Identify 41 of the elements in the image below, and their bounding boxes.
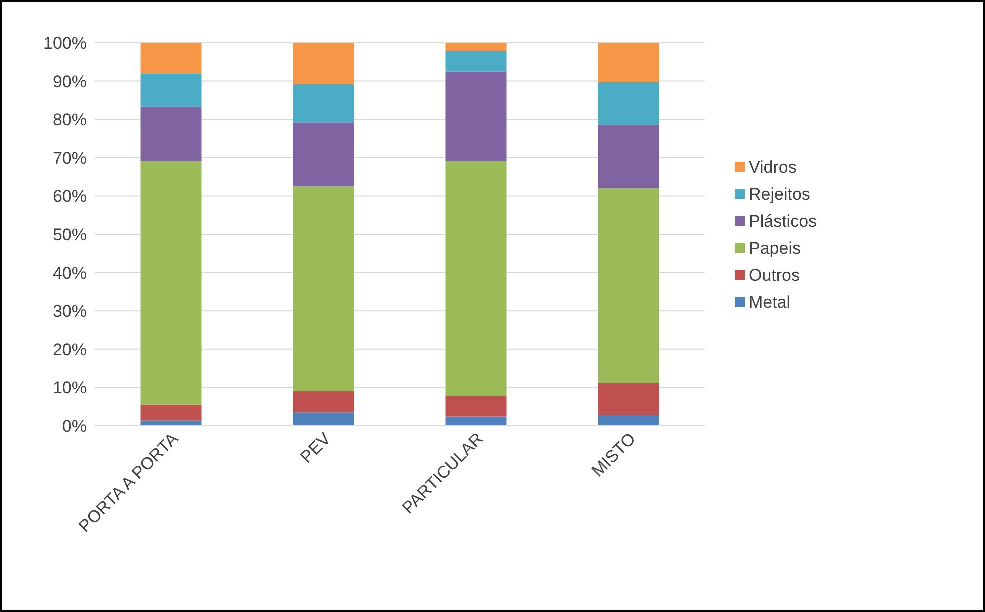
bar xyxy=(446,43,507,52)
y-tick-label: 70% xyxy=(52,148,87,168)
legend-label: Outros xyxy=(749,266,800,285)
bar xyxy=(293,84,354,123)
bar xyxy=(598,124,660,189)
bar xyxy=(140,74,202,107)
bar xyxy=(140,420,202,426)
legend-label: Vidros xyxy=(749,158,797,177)
bar xyxy=(446,72,507,162)
bar xyxy=(598,415,660,426)
bar xyxy=(446,396,507,417)
legend-label: Metal xyxy=(749,292,791,312)
bar xyxy=(140,161,202,405)
bar xyxy=(446,161,507,396)
bar xyxy=(446,51,507,72)
bar xyxy=(140,404,202,421)
y-tick-label: 0% xyxy=(62,416,87,436)
bar xyxy=(293,392,354,413)
y-tick-label: 40% xyxy=(52,264,87,283)
bar xyxy=(293,122,354,187)
y-tick-label: 100% xyxy=(44,34,87,53)
bar xyxy=(598,82,660,125)
bar xyxy=(293,43,354,84)
bar xyxy=(446,416,507,426)
bar xyxy=(293,186,354,392)
legend-label: Plásticos xyxy=(749,212,818,231)
bar xyxy=(598,188,660,384)
legend-label: Rejeitos xyxy=(749,184,810,204)
bar xyxy=(140,106,202,162)
bar xyxy=(598,383,660,416)
y-tick-label: 10% xyxy=(52,378,87,398)
bar xyxy=(293,412,354,426)
y-tick-label: 60% xyxy=(52,187,87,206)
legend-label: Papeis xyxy=(749,238,801,258)
bar xyxy=(598,43,660,82)
y-tick-label: 80% xyxy=(52,110,87,130)
y-tick-label: 30% xyxy=(52,302,87,322)
y-tick-label: 20% xyxy=(52,340,87,360)
y-tick-label: 90% xyxy=(52,72,87,92)
bar xyxy=(140,43,202,74)
y-tick-label: 50% xyxy=(52,225,87,244)
